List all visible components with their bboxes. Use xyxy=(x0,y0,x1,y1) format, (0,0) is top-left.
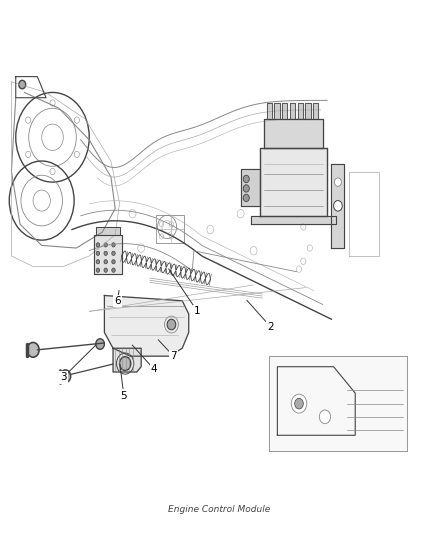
Circle shape xyxy=(112,251,115,255)
Text: 3: 3 xyxy=(60,372,67,382)
Polygon shape xyxy=(298,103,303,119)
Circle shape xyxy=(295,398,304,409)
Polygon shape xyxy=(269,356,407,451)
Polygon shape xyxy=(251,216,336,224)
Circle shape xyxy=(27,342,39,357)
Circle shape xyxy=(243,175,249,183)
Text: 1: 1 xyxy=(194,306,201,316)
Text: 2: 2 xyxy=(268,322,274,332)
Text: Engine Control Module: Engine Control Module xyxy=(168,505,270,514)
Circle shape xyxy=(104,251,107,255)
Circle shape xyxy=(104,243,107,247)
Polygon shape xyxy=(290,103,295,119)
Circle shape xyxy=(334,200,342,211)
Polygon shape xyxy=(282,103,287,119)
Text: 5: 5 xyxy=(120,391,127,401)
Circle shape xyxy=(60,370,71,383)
Text: 4: 4 xyxy=(151,365,157,374)
Circle shape xyxy=(167,319,176,330)
Polygon shape xyxy=(104,295,189,356)
Circle shape xyxy=(319,410,331,424)
Circle shape xyxy=(112,243,115,247)
Circle shape xyxy=(96,243,100,247)
Circle shape xyxy=(96,260,100,264)
Circle shape xyxy=(96,251,100,255)
Polygon shape xyxy=(313,103,318,119)
Circle shape xyxy=(291,394,307,413)
Polygon shape xyxy=(260,148,327,216)
Polygon shape xyxy=(305,103,311,119)
Polygon shape xyxy=(94,235,122,274)
Polygon shape xyxy=(240,169,260,206)
Circle shape xyxy=(104,268,107,272)
Circle shape xyxy=(120,357,131,370)
Circle shape xyxy=(19,80,26,89)
Polygon shape xyxy=(267,103,272,119)
Polygon shape xyxy=(274,103,279,119)
Circle shape xyxy=(335,178,341,187)
Circle shape xyxy=(112,268,115,272)
Polygon shape xyxy=(332,164,344,248)
Circle shape xyxy=(243,194,249,201)
Polygon shape xyxy=(96,227,120,235)
Polygon shape xyxy=(113,348,141,372)
Polygon shape xyxy=(265,119,323,148)
Circle shape xyxy=(104,260,107,264)
Circle shape xyxy=(112,260,115,264)
Circle shape xyxy=(96,268,100,272)
Circle shape xyxy=(243,185,249,192)
Text: 7: 7 xyxy=(170,351,177,361)
Text: 6: 6 xyxy=(114,296,121,306)
Circle shape xyxy=(96,339,104,349)
